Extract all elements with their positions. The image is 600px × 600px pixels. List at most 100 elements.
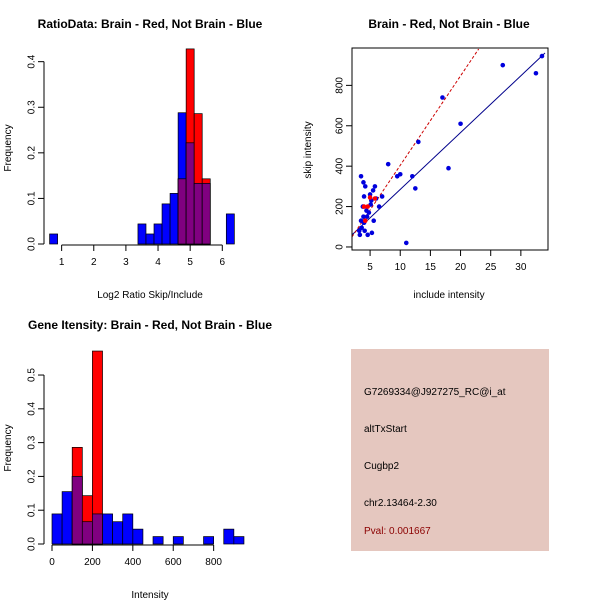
ratio-x-tick-label: 6 <box>220 257 226 268</box>
ratio-histogram-panel: RatioData: Brain - Red, Not Brain - Blue… <box>3 17 263 301</box>
scatter-point-not-brain <box>533 70 539 76</box>
scatter-panel: Brain - Red, Not Brain - Blue include in… <box>303 17 549 301</box>
scatter-point-not-brain <box>361 180 366 185</box>
ratio-x-tick-label: 5 <box>187 257 193 268</box>
ratio-y-axis: 0.0 0.1 0.2 0.3 0.4 <box>27 54 45 251</box>
gene-info-panel: G7269334@J927275_RC@i_at altTxStart Cugb… <box>351 349 549 551</box>
scatter-point-brain <box>362 218 368 224</box>
scatter-x-tick-label: 10 <box>395 262 407 273</box>
scatter-point-brain <box>372 196 378 201</box>
scatter-y-tick-label: 400 <box>335 157 346 174</box>
scatter-point-brain <box>361 204 367 209</box>
scatter-point-not-brain <box>446 165 451 171</box>
scatter-fit-lines <box>351 48 546 238</box>
ratio-x-tick-label: 1 <box>59 257 65 268</box>
ratio-ylabel: Frequency <box>3 124 14 171</box>
intensity-bar-not-brain <box>102 513 113 545</box>
intensity-x-axis: 0 200 400 600 800 <box>49 544 222 568</box>
intensity-bar-not-brain <box>223 528 235 545</box>
intensity-histogram-panel: Gene Itensity: Brain - Red, Not Brain - … <box>3 318 272 600</box>
scatter-point-not-brain <box>364 208 369 213</box>
scatter-point-not-brain <box>356 228 362 234</box>
ratio-bar-not-brain <box>153 223 163 245</box>
ratio-bar-not-brain <box>169 193 179 245</box>
scatter-point-not-brain <box>397 171 403 177</box>
scatter-fit-line-brain <box>351 48 480 238</box>
intensity-x-tick-label: 400 <box>124 557 141 568</box>
intensity-y-tick-label: 0.4 <box>27 401 38 415</box>
intensity-title: Gene Itensity: Brain - Red, Not Brain - … <box>28 318 272 332</box>
scatter-point-not-brain <box>376 204 382 209</box>
scatter-point-not-brain <box>364 214 370 219</box>
scatter-point-not-brain <box>361 214 366 219</box>
scatter-x-axis: 5 10 15 20 25 30 <box>367 249 527 273</box>
scatter-point-not-brain <box>458 121 463 127</box>
scatter-point-not-brain <box>365 232 370 238</box>
intensity-bar-not-brain <box>132 528 144 545</box>
scatter-point-not-brain <box>500 62 506 68</box>
scatter-y-tick-label: 800 <box>335 77 346 94</box>
intensity-bar-not-brain <box>233 536 245 545</box>
intensity-bar-overlap <box>71 476 83 545</box>
ratio-x-tick-label: 2 <box>91 257 97 268</box>
scatter-points <box>356 53 545 246</box>
scatter-point-not-brain <box>413 186 418 191</box>
scatter-y-tick-label: 0 <box>335 244 346 250</box>
intensity-y-tick-label: 0.2 <box>27 469 38 483</box>
ratio-bar-not-brain <box>137 223 147 245</box>
scatter-point-not-brain <box>385 161 391 167</box>
intensity-bar-not-brain <box>51 513 63 545</box>
ratio-x-tick-label: 4 <box>155 257 161 268</box>
intensity-bar-not-brain <box>122 513 134 545</box>
intensity-bar-not-brain <box>112 521 124 545</box>
chromosome-location: chr2.13464-2.30 <box>364 498 437 509</box>
ratio-y-tick-label: 0.1 <box>27 191 38 205</box>
ratio-bar-not-brain <box>145 233 155 245</box>
scatter-point-not-brain <box>403 240 409 246</box>
intensity-x-tick-label: 600 <box>165 557 182 568</box>
scatter-x-tick-label: 15 <box>425 262 437 273</box>
ratio-title: RatioData: Brain - Red, Not Brain - Blue <box>38 17 263 31</box>
scatter-fit-line-not-brain <box>351 52 546 236</box>
ratio-y-tick-label: 0.0 <box>27 237 38 251</box>
scatter-xlabel: include intensity <box>413 290 484 301</box>
scatter-point-not-brain <box>539 53 545 59</box>
intensity-bar-overlap <box>81 521 93 545</box>
scatter-point-not-brain <box>357 232 363 238</box>
intensity-bar-not-brain <box>203 536 214 545</box>
p-value: Pval: 0.001667 <box>364 526 431 537</box>
ratio-y-tick-label: 0.4 <box>27 54 38 68</box>
ratio-bar-not-brain <box>161 203 171 245</box>
scatter-x-tick-label: 25 <box>485 262 497 273</box>
intensity-bars <box>51 350 245 545</box>
ratio-bar-overlap <box>193 183 203 245</box>
scatter-y-tick-label: 600 <box>335 117 346 134</box>
intensity-bar-not-brain <box>61 491 73 545</box>
event-type: altTxStart <box>364 424 407 435</box>
scatter-y-tick-label: 200 <box>335 198 346 215</box>
ratio-y-tick-label: 0.2 <box>27 145 38 159</box>
intensity-y-tick-label: 0.0 <box>27 537 38 551</box>
intensity-xlabel: Intensity <box>131 590 168 600</box>
scatter-point-not-brain <box>440 95 445 100</box>
intensity-y-tick-label: 0.1 <box>27 503 38 517</box>
ratio-bar-overlap <box>201 183 211 245</box>
intensity-x-tick-label: 800 <box>205 557 222 568</box>
scatter-point-brain <box>367 195 373 200</box>
scatter-y-axis: 0 200 400 600 800 <box>335 77 353 250</box>
scatter-point-not-brain <box>372 184 378 189</box>
intensity-x-tick-label: 0 <box>49 557 55 568</box>
intensity-x-tick-label: 200 <box>84 557 101 568</box>
ratio-bar-overlap <box>177 178 187 245</box>
scatter-ylabel: skip intensity <box>303 121 314 178</box>
scatter-point-not-brain <box>369 230 375 236</box>
probe-id: G7269334@J927275_RC@i_at <box>364 387 506 398</box>
ratio-y-tick-label: 0.3 <box>27 100 38 114</box>
scatter-x-tick-label: 30 <box>515 262 527 273</box>
scatter-x-tick-label: 20 <box>455 262 467 273</box>
intensity-y-axis: 0.0 0.1 0.2 0.3 0.4 0.5 <box>27 368 45 551</box>
scatter-point-not-brain <box>379 194 385 199</box>
scatter-point-not-brain <box>410 173 415 179</box>
ratio-bar-not-brain <box>225 213 235 245</box>
scatter-point-not-brain <box>362 228 367 234</box>
